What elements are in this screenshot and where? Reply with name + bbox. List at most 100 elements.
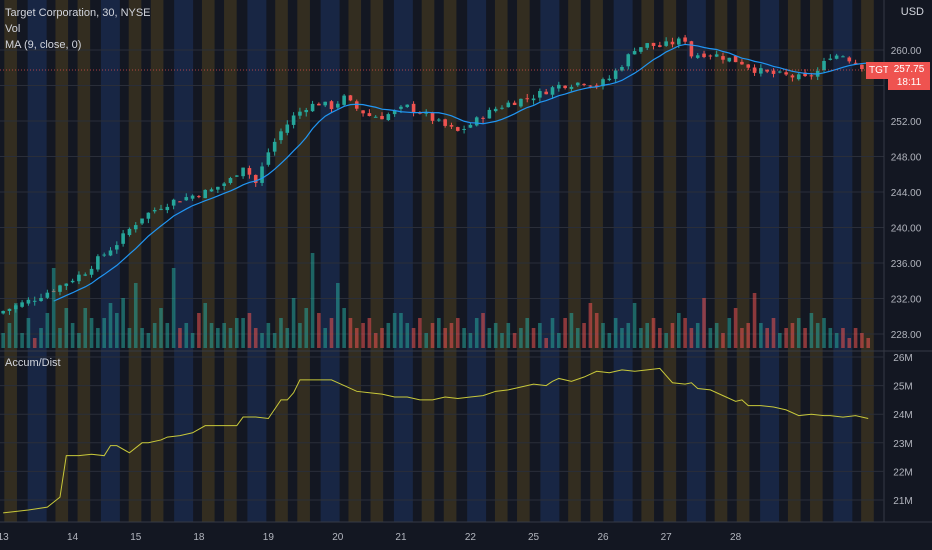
price-axis-tick: 252.00 bbox=[891, 117, 922, 128]
volume-bar bbox=[165, 323, 170, 348]
volume-bar bbox=[449, 323, 454, 348]
volume-bar bbox=[588, 303, 593, 348]
volume-bar bbox=[20, 333, 24, 348]
candle-body bbox=[563, 85, 567, 89]
volume-bar bbox=[544, 338, 548, 348]
candle-body bbox=[437, 119, 441, 121]
session-stripe bbox=[150, 0, 164, 522]
candle-body bbox=[203, 189, 208, 199]
volume-bar bbox=[121, 298, 125, 348]
candle-body bbox=[519, 98, 523, 107]
volume-bar bbox=[216, 328, 220, 348]
volume-bar bbox=[557, 333, 561, 348]
session-stripe bbox=[348, 0, 362, 522]
volume-bar bbox=[866, 338, 871, 348]
time-axis-tick: 13 bbox=[0, 532, 9, 543]
candle-body bbox=[140, 218, 144, 224]
candle-body bbox=[317, 103, 321, 106]
candle-body bbox=[841, 56, 845, 58]
candle-body bbox=[184, 197, 189, 201]
volume-bar bbox=[373, 333, 378, 348]
candle-body bbox=[171, 199, 176, 206]
volume-bar bbox=[380, 328, 384, 348]
candle-body bbox=[860, 64, 864, 70]
volume-bar bbox=[209, 323, 214, 348]
session-stripe bbox=[641, 0, 655, 522]
candle-body bbox=[468, 124, 473, 128]
candle-body bbox=[266, 152, 271, 165]
price-axis-tick: 260.00 bbox=[891, 46, 922, 57]
volume-bar bbox=[285, 328, 290, 348]
volume-bar bbox=[26, 318, 31, 348]
session-stripe bbox=[174, 0, 194, 522]
candle-body bbox=[424, 112, 429, 114]
currency-label[interactable]: USD bbox=[900, 6, 924, 18]
volume-bar bbox=[39, 328, 43, 348]
candle-body bbox=[613, 70, 618, 79]
candle-body bbox=[367, 113, 372, 116]
candle-body bbox=[506, 102, 511, 108]
session-stripe bbox=[224, 0, 237, 522]
candle-body bbox=[411, 103, 416, 113]
time-axis-tick: 26 bbox=[597, 532, 609, 543]
candle-body bbox=[828, 58, 833, 60]
candle-body bbox=[639, 47, 643, 52]
volume-bar bbox=[506, 323, 511, 348]
candle-body bbox=[165, 206, 170, 211]
candle-body bbox=[45, 292, 50, 298]
session-stripe bbox=[686, 0, 706, 522]
candle-body bbox=[197, 196, 201, 198]
candle-body bbox=[392, 110, 397, 115]
candle-body bbox=[531, 98, 536, 101]
candle-body bbox=[298, 111, 302, 116]
candle-body bbox=[146, 212, 151, 219]
candle-body bbox=[247, 168, 252, 175]
candle-body bbox=[582, 83, 586, 85]
volume-bar bbox=[279, 318, 283, 348]
candle-body bbox=[721, 56, 725, 60]
volume-bar bbox=[519, 328, 523, 348]
volume-bar bbox=[424, 333, 429, 348]
volume-bar bbox=[594, 313, 599, 348]
volume-bar bbox=[184, 323, 189, 348]
volume-bar bbox=[32, 338, 37, 348]
volume-bar bbox=[493, 323, 498, 348]
ma-legend: MA (9, close, 0) bbox=[5, 39, 82, 51]
volume-bar bbox=[714, 323, 719, 348]
candle-body bbox=[70, 280, 75, 283]
session-stripe bbox=[100, 0, 120, 522]
session-stripe bbox=[714, 0, 728, 522]
candle-body bbox=[449, 125, 454, 127]
volume-bar bbox=[102, 318, 106, 348]
candle-body bbox=[575, 82, 580, 86]
volume-bar bbox=[291, 298, 296, 348]
volume-bar bbox=[487, 328, 492, 348]
volume-bar bbox=[222, 323, 226, 348]
volume-bar bbox=[670, 323, 675, 348]
candle-body bbox=[102, 254, 106, 256]
volume-bar bbox=[790, 323, 795, 348]
candle-body bbox=[702, 53, 706, 58]
volume-bar bbox=[664, 333, 668, 348]
session-stripe bbox=[833, 0, 853, 522]
candle-body bbox=[645, 43, 650, 48]
volume-bar bbox=[51, 268, 56, 348]
candle-body bbox=[714, 54, 719, 57]
volume-bar bbox=[613, 318, 618, 348]
candle-body bbox=[853, 62, 858, 64]
session-stripe bbox=[275, 0, 288, 522]
bar-countdown: 18:11 bbox=[896, 77, 922, 88]
time-axis-tick: 27 bbox=[661, 532, 673, 543]
volume-bar bbox=[178, 328, 182, 348]
volume-bar bbox=[651, 318, 656, 348]
volume-bar bbox=[582, 323, 586, 348]
candle-body bbox=[241, 167, 245, 177]
price-axis-tick: 228.00 bbox=[891, 330, 922, 341]
volume-bar bbox=[266, 323, 271, 348]
volume-bar bbox=[575, 328, 580, 348]
volume-bar bbox=[241, 318, 245, 348]
price-axis-tick: 240.00 bbox=[891, 224, 922, 235]
candle-body bbox=[689, 41, 694, 57]
